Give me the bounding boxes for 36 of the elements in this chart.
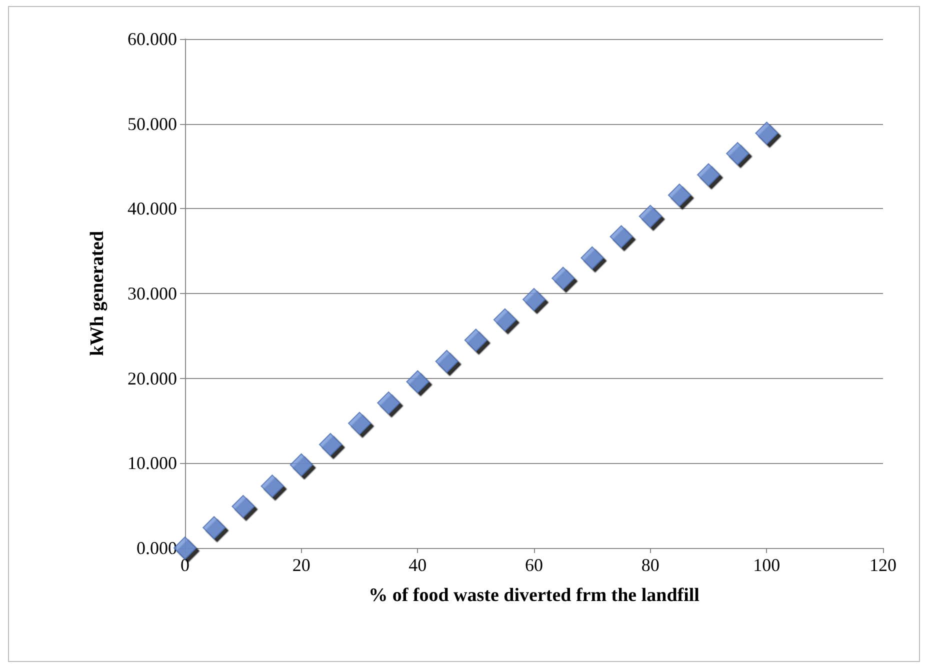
point xyxy=(202,516,226,540)
point xyxy=(377,391,400,414)
point xyxy=(755,122,778,145)
y-tick-label: 10.000 xyxy=(128,453,177,474)
point xyxy=(406,370,430,394)
point xyxy=(318,433,342,456)
y-tick-label: 50.000 xyxy=(128,114,177,134)
point xyxy=(580,246,604,270)
point xyxy=(493,308,516,332)
point xyxy=(232,494,255,518)
x-tick-label: 100 xyxy=(753,555,780,575)
point xyxy=(726,142,750,166)
y-tick-label: 60.000 xyxy=(128,29,177,49)
y-axis-title: kWh generated xyxy=(87,230,108,356)
point xyxy=(464,328,488,352)
x-tick-label: 40 xyxy=(408,555,427,575)
point xyxy=(610,225,633,248)
x-tick-label: 0 xyxy=(180,555,190,575)
y-tick-label: 0.000 xyxy=(136,538,177,558)
point xyxy=(638,204,662,228)
point xyxy=(435,350,458,373)
x-tick-label: 60 xyxy=(525,555,543,575)
x-tick-label: 120 xyxy=(870,555,896,575)
x-tick-label: 20 xyxy=(292,555,310,575)
point xyxy=(697,163,720,186)
x-axis-title: % of food waste diverted frm the landfill xyxy=(368,585,700,606)
point xyxy=(552,266,575,290)
point xyxy=(668,184,691,207)
x-tick-label: 80 xyxy=(641,555,660,575)
y-tick-label: 30.000 xyxy=(128,284,177,304)
y-tick-label: 40.000 xyxy=(128,198,177,219)
point xyxy=(522,288,546,311)
point xyxy=(290,453,313,476)
y-tick-label: 20.000 xyxy=(128,368,177,388)
point xyxy=(260,474,284,498)
point xyxy=(348,412,371,435)
